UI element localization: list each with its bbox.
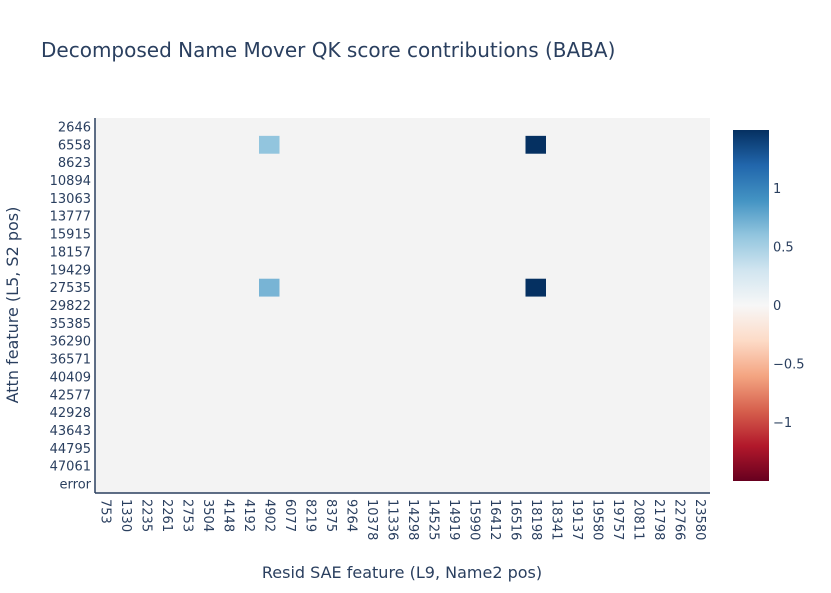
chart-title: Decomposed Name Mover QK score contribut…: [41, 38, 616, 62]
colorbar-tick-labels: 1 0.5 0 −0.5 −1: [773, 182, 805, 431]
y-tick-labels: 2646 6558 8623 10894 13063 13777 15915 18157 194…: [50, 120, 92, 492]
y-tick-label: 36571: [50, 353, 91, 368]
x-tick-label: 19580: [589, 499, 604, 540]
y-tick-label: 13063: [50, 192, 91, 207]
x-tick-label: 3504: [200, 499, 215, 532]
heatmap-cell: [259, 278, 280, 297]
x-tick-label: 10378: [364, 499, 379, 540]
colorbar-tick-label: −1: [773, 416, 792, 431]
y-tick-label: 29822: [50, 299, 91, 314]
x-tick-label: 2753: [179, 499, 194, 532]
y-tick-label: 36290: [50, 335, 91, 350]
x-tick-label: 1330: [118, 499, 133, 532]
x-tick-label: 16516: [507, 499, 522, 540]
y-tick-label: 40409: [50, 370, 91, 385]
x-tick-label: 4148: [220, 499, 235, 532]
x-tick-label: 21798: [651, 499, 666, 540]
x-tick-label: 14298: [405, 499, 420, 540]
y-tick-label: 8623: [58, 156, 91, 171]
y-tick-label: 44795: [50, 442, 91, 457]
heatmap-cell: [525, 278, 546, 297]
x-axis-title: Resid SAE feature (L9, Name2 pos): [262, 563, 542, 582]
x-tick-label: 19757: [610, 499, 625, 540]
heatmap-cells: [259, 135, 546, 297]
colorbar-tick-label: −0.5: [773, 358, 805, 373]
plot-background: [95, 118, 710, 493]
y-tick-label: 42928: [50, 406, 91, 421]
heatmap-cell: [259, 135, 280, 154]
x-tick-label: 6077: [282, 499, 297, 532]
x-tick-label: 16412: [487, 499, 502, 540]
y-tick-label: error: [60, 478, 92, 493]
x-tick-label: 2261: [159, 499, 174, 532]
x-tick-label: 23580: [692, 499, 707, 540]
x-tick-label: 18198: [528, 499, 543, 540]
x-tick-label: 9264: [343, 499, 358, 532]
y-tick-label: 10894: [50, 174, 91, 189]
x-tick-label: 22766: [671, 499, 686, 540]
y-tick-label: 42577: [50, 388, 91, 403]
colorbar: [733, 130, 769, 481]
x-tick-label: 2235: [138, 499, 153, 532]
y-tick-label: 2646: [58, 120, 91, 135]
x-tick-label: 8219: [302, 499, 317, 532]
x-tick-label: 14919: [446, 499, 461, 540]
y-axis-title: Attn feature (L5, S2 pos): [3, 207, 22, 404]
y-tick-label: 47061: [50, 460, 91, 475]
colorbar-tick-label: 0.5: [773, 241, 794, 256]
x-tick-label: 20811: [630, 499, 645, 540]
y-tick-label: 15915: [50, 228, 91, 243]
x-tick-label: 18341: [548, 499, 563, 540]
colorbar-tick-label: 0: [773, 299, 781, 314]
x-tick-label: 15990: [466, 499, 481, 540]
y-tick-label: 6558: [58, 138, 91, 153]
y-tick-label: 35385: [50, 317, 91, 332]
y-tick-label: 27535: [50, 281, 91, 296]
y-tick-label: 18157: [50, 245, 91, 260]
x-tick-labels: 753 1330 2235 2261 2753 3504 4148 4192 4902 6077 8…: [97, 499, 707, 540]
x-tick-label: 753: [97, 499, 112, 524]
x-tick-label: 19137: [569, 499, 584, 540]
y-tick-label: 43643: [50, 424, 91, 439]
x-tick-label: 4902: [261, 499, 276, 532]
heatmap-cell: [525, 135, 546, 154]
x-tick-label: 4192: [241, 499, 256, 532]
y-tick-label: 19429: [50, 263, 91, 278]
y-tick-label: 13777: [50, 210, 91, 225]
x-tick-label: 8375: [323, 499, 338, 532]
colorbar-tick-label: 1: [773, 182, 781, 197]
x-tick-label: 11336: [384, 499, 399, 540]
x-tick-label: 14525: [425, 499, 440, 540]
